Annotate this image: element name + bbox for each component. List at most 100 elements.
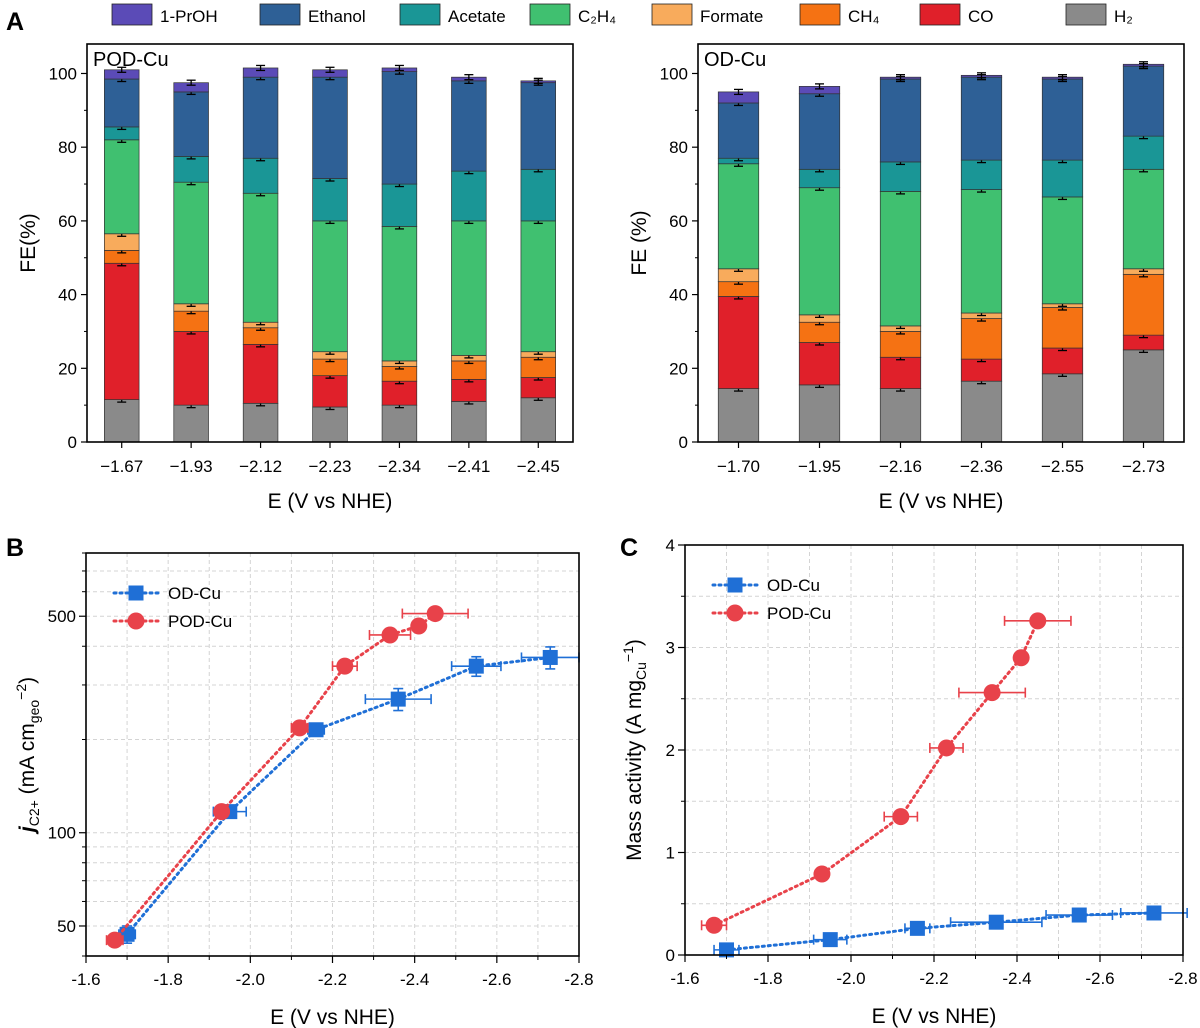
y-label-unit-sub: geo bbox=[26, 700, 42, 724]
x-tick-label-2: −2.16 bbox=[879, 457, 922, 476]
legend-swatch-acetate bbox=[399, 3, 441, 26]
bar-h-5 bbox=[1122, 349, 1165, 443]
bar-c-h-4 bbox=[1041, 196, 1084, 305]
legend-swatch-ethanol bbox=[259, 3, 301, 26]
legend-marker-pod-cu bbox=[127, 612, 145, 630]
bar-c-h-5 bbox=[1122, 168, 1165, 270]
y-tick-label-20: 20 bbox=[669, 359, 688, 378]
panel-letter-b: B bbox=[6, 534, 24, 562]
bar-h-1 bbox=[173, 404, 209, 443]
point-pod-cu-1 bbox=[813, 865, 831, 883]
bar-co-2 bbox=[879, 356, 922, 389]
x-tick-label-0: −1.67 bbox=[100, 457, 143, 476]
plot-frame bbox=[86, 43, 574, 443]
y-tick-label-80: 80 bbox=[669, 138, 688, 157]
point-od-cu-5 bbox=[1146, 905, 1162, 921]
panel-letters: A B C bbox=[6, 8, 638, 562]
bar-c-h-2 bbox=[242, 192, 279, 323]
y-label-units: (mA cm bbox=[16, 723, 39, 800]
bar-h-6 bbox=[520, 397, 556, 443]
bar-co-1 bbox=[173, 331, 209, 406]
bar-h-1 bbox=[798, 384, 841, 443]
y-label-symbol: j bbox=[16, 825, 39, 835]
bar-co-2 bbox=[242, 343, 279, 404]
point-od-cu-4 bbox=[468, 658, 484, 674]
bar-ethanol-1 bbox=[798, 93, 841, 170]
point-pod-cu-6 bbox=[426, 605, 444, 623]
bar-ethanol-3 bbox=[960, 76, 1003, 161]
bar-acetate-2 bbox=[242, 157, 279, 194]
plot-frame bbox=[85, 552, 580, 957]
series-line-od-cu bbox=[725, 911, 1156, 952]
x-axis-label: E (V vs NHE) bbox=[872, 1005, 997, 1028]
point-pod-cu-4 bbox=[381, 626, 399, 644]
point-od-cu-3 bbox=[988, 914, 1004, 930]
y-label-sup: −1 bbox=[620, 646, 636, 662]
x-tick-label-4: -2.4 bbox=[1002, 969, 1031, 988]
x-tick-label-1: −1.95 bbox=[798, 457, 841, 476]
y-tick-label-0: 50 bbox=[57, 917, 76, 936]
bar-co-4 bbox=[381, 380, 418, 406]
y-tick-label-0: 0 bbox=[679, 433, 688, 452]
bar-ch-3 bbox=[960, 318, 1003, 360]
x-axis-label: E (V vs NHE) bbox=[268, 490, 393, 513]
panel-letter-a: A bbox=[6, 8, 24, 36]
bar-c-h-2 bbox=[879, 191, 922, 327]
legend-label-1-proh: 1-PrOH bbox=[160, 7, 218, 26]
bar-acetate-3 bbox=[312, 178, 348, 222]
legend-swatch-h bbox=[1065, 3, 1107, 26]
bar-h-4 bbox=[381, 404, 418, 443]
bar-ethanol-4 bbox=[381, 71, 418, 185]
y-tick-label-80: 80 bbox=[58, 138, 77, 157]
x-tick-label-1: -1.8 bbox=[753, 969, 782, 988]
plot-frame bbox=[684, 544, 1184, 956]
bar-h-0 bbox=[717, 388, 760, 443]
bar-ethanol-6 bbox=[520, 82, 556, 170]
bar-acetate-1 bbox=[173, 156, 209, 183]
x-axis-label: E (V vs NHE) bbox=[879, 490, 1004, 513]
x-tick-label-5: -2.6 bbox=[482, 970, 511, 989]
panel-letter-c: C bbox=[620, 534, 638, 562]
bar-c-h-0 bbox=[104, 139, 140, 235]
bar-h-2 bbox=[879, 388, 922, 443]
legend-swatch-c-h bbox=[529, 3, 571, 26]
bar-ethanol-2 bbox=[242, 76, 279, 159]
x-tick-label-3: −2.36 bbox=[960, 457, 1003, 476]
x-tick-label-2: -2.0 bbox=[836, 969, 865, 988]
legend-label-ethanol: Ethanol bbox=[308, 7, 366, 26]
bar-ch-4 bbox=[1041, 307, 1084, 349]
x-tick-label-0: -1.6 bbox=[71, 970, 100, 989]
bar-co-5 bbox=[451, 379, 487, 402]
y-tick-label-60: 60 bbox=[58, 212, 77, 231]
chart-c-mass-activity: -1.6 -1.8 -2.0 -2.2 -2.4 -2.6 -2.8 0 1 2 3 4 OD-Cu PO… bbox=[620, 536, 1198, 1028]
bar-h-2 bbox=[242, 402, 279, 443]
x-axis-label: E (V vs NHE) bbox=[270, 1006, 395, 1028]
x-tick-label-0: −1.70 bbox=[717, 457, 760, 476]
x-tick-label-3: −2.23 bbox=[308, 457, 351, 476]
point-od-cu-2 bbox=[909, 920, 925, 936]
x-tick-label-0: -1.6 bbox=[670, 969, 699, 988]
legend-label-od-cu: OD-Cu bbox=[168, 584, 221, 603]
bar-acetate-5 bbox=[1122, 135, 1165, 170]
legend-panel-a: 1-PrOH Ethanol Acetate C₂H₄ Formate CH₄ CO H₂ bbox=[111, 3, 1133, 26]
point-od-cu-4 bbox=[1071, 907, 1087, 923]
bar-co-0 bbox=[717, 296, 760, 389]
y-axis-label: Mass activity (A mgCu−1) bbox=[620, 639, 649, 861]
legend-swatch-1-proh bbox=[111, 3, 153, 26]
legend-label-c-h: C₂H₄ bbox=[578, 7, 616, 26]
legend-label-acetate: Acetate bbox=[448, 7, 506, 26]
point-od-cu-0 bbox=[719, 942, 734, 958]
x-tick-label-4: −2.55 bbox=[1041, 457, 1084, 476]
point-od-cu-3 bbox=[390, 691, 406, 707]
x-tick-label-4: −2.34 bbox=[378, 457, 421, 476]
x-tick-label-2: −2.12 bbox=[239, 457, 282, 476]
x-tick-label-6: -2.8 bbox=[1168, 969, 1197, 988]
bar-ethanol-3 bbox=[312, 76, 348, 179]
legend-label-od-cu: OD-Cu bbox=[767, 576, 820, 595]
y-tick-label-40: 40 bbox=[58, 286, 77, 305]
bar-co-0 bbox=[104, 262, 140, 400]
y-tick-label-2: 500 bbox=[48, 607, 76, 626]
point-od-cu-2 bbox=[308, 722, 324, 738]
point-od-cu-1 bbox=[822, 932, 838, 948]
bar-acetate-5 bbox=[451, 170, 487, 222]
